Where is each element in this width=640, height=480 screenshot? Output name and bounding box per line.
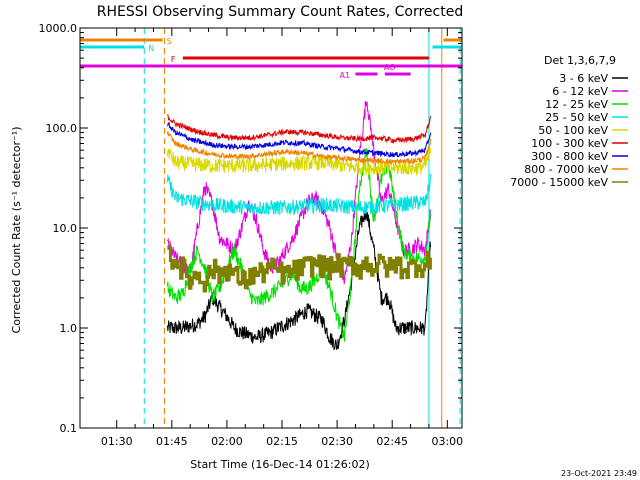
y-tick-label: 100.0 (46, 122, 78, 135)
y-tick-label: 0.1 (60, 422, 78, 435)
plot-area: SNFAOA1 (79, 28, 462, 428)
flag-label: S (167, 37, 172, 46)
x-tick-label: 01:45 (156, 435, 188, 448)
x-tick-label: 02:30 (321, 435, 353, 448)
y-tick-label: 1000.0 (39, 22, 78, 35)
legend-label: 7000 - 15000 keV (510, 176, 608, 189)
series-line (166, 206, 432, 351)
y-tick-label: 10.0 (53, 222, 78, 235)
flag-label: F (171, 55, 176, 64)
legend-label: 50 - 100 keV (538, 124, 608, 137)
flag-label: N (148, 44, 154, 53)
x-axis-label: Start Time (16-Dec-14 01:26:02) (190, 458, 370, 471)
x-axis: 01:30 01:45 02:00 02:15 02:30 02:45 03:00 (101, 28, 463, 448)
series-line (166, 101, 432, 284)
legend-label: 12 - 25 keV (545, 98, 608, 111)
legend-label: 3 - 6 keV (559, 72, 608, 85)
legend-label: 100 - 300 keV (531, 137, 608, 150)
chart-title: RHESSI Observing Summary Count Rates, Co… (97, 4, 463, 20)
x-tick-label: 03:00 (431, 435, 463, 448)
legend-title: Det 1,3,6,7,9 (544, 54, 616, 67)
x-tick-label: 01:30 (101, 435, 133, 448)
series-line (166, 148, 432, 342)
flag-label: A1 (339, 71, 350, 80)
legend-label: 6 - 12 keV (552, 85, 608, 98)
y-axis: 0.1 1.0 10.0 100.0 1000.0 (39, 22, 462, 435)
series-line (166, 173, 432, 216)
x-tick-label: 02:15 (266, 435, 298, 448)
legend-label: 800 - 7000 keV (524, 163, 608, 176)
series-line (167, 245, 432, 293)
series-line (166, 147, 432, 177)
y-tick-label: 1.0 (60, 322, 78, 335)
x-tick-label: 02:00 (211, 435, 243, 448)
footer-timestamp: 23-Oct-2021 23:49 (561, 469, 637, 478)
legend-label: 25 - 50 keV (545, 111, 608, 124)
plot-frame (79, 27, 463, 429)
series-line (166, 131, 432, 165)
legend-label: 300 - 800 keV (531, 150, 608, 163)
series-line (166, 122, 432, 158)
y-axis-label: Corrected Count Rate (s⁻¹ detector⁻¹) (10, 127, 23, 334)
x-tick-label: 02:45 (376, 435, 408, 448)
series-line (167, 113, 432, 144)
